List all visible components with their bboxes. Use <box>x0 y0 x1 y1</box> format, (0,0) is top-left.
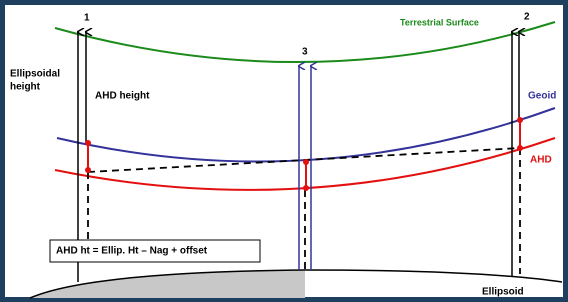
geoid-label: Geoid <box>528 91 556 102</box>
point-label: 3 <box>302 47 308 58</box>
ellipsoidal-height-label: Ellipsoidal <box>10 69 60 80</box>
formula: AHD ht = Ellip. Ht – Nag + offset <box>56 246 208 257</box>
ahd-height-label: AHD height <box>95 91 150 102</box>
dot <box>517 117 523 123</box>
ellipsoid-label: Ellipsoid <box>482 287 524 298</box>
point-label: 2 <box>524 12 530 23</box>
ahd-label: AHD <box>530 155 552 166</box>
dot <box>517 145 523 151</box>
dot <box>303 185 309 191</box>
ellipsoidal-height-label: height <box>10 82 41 93</box>
dot <box>85 167 91 173</box>
dot <box>303 159 309 165</box>
terrestrial-label: Terrestrial Surface <box>400 17 479 27</box>
diagram: 1 2 3 Ellipsoidal height AHD height Terr… <box>0 0 568 302</box>
point-label: 1 <box>84 13 90 24</box>
dot <box>85 140 91 146</box>
